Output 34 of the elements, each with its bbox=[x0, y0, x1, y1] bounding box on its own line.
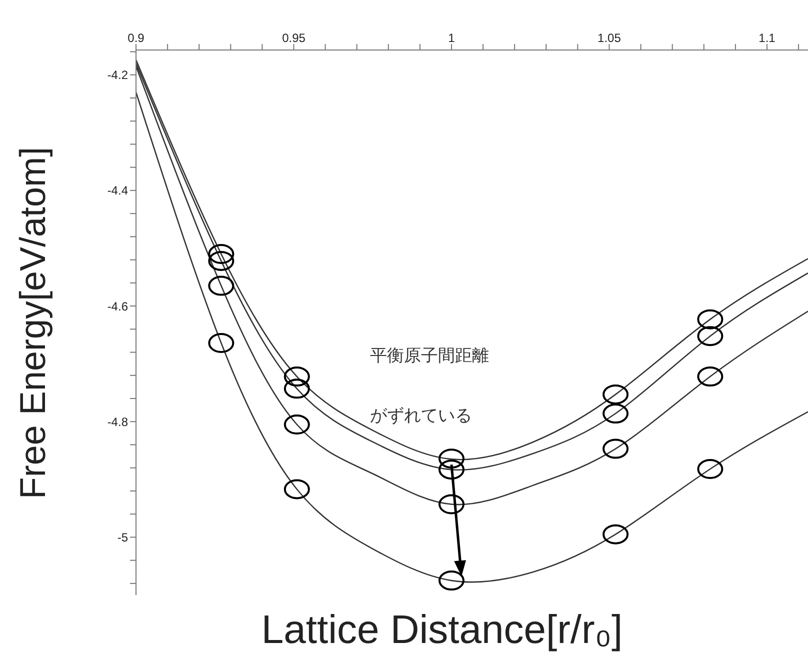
x-tick-label: 1 bbox=[448, 31, 456, 45]
y-tick-label: -4.2 bbox=[107, 68, 128, 82]
y-axis-title: Free Energy[eV/atom] bbox=[12, 146, 54, 499]
x-tick-label: 1.05 bbox=[598, 31, 622, 45]
point bbox=[438, 460, 464, 480]
point bbox=[697, 309, 724, 330]
point bbox=[697, 459, 724, 480]
x-tick-label: 0.9 bbox=[128, 31, 145, 45]
point bbox=[602, 384, 629, 404]
x-tick-label: 1.1 bbox=[758, 31, 776, 45]
point bbox=[438, 494, 464, 514]
point bbox=[208, 250, 234, 271]
point bbox=[208, 244, 234, 264]
x-axis-title: Lattice Distance[r/r₀] bbox=[260, 608, 624, 653]
point bbox=[284, 378, 310, 399]
x-tick-label: 0.95 bbox=[282, 31, 306, 45]
point bbox=[208, 333, 234, 354]
point bbox=[602, 524, 629, 544]
point bbox=[284, 366, 310, 387]
point bbox=[602, 404, 629, 424]
point bbox=[284, 414, 310, 435]
point bbox=[284, 479, 310, 500]
annotation: がずれている bbox=[370, 405, 472, 427]
y-tick-label: -4.8 bbox=[107, 414, 128, 429]
y-tick-label: -4.6 bbox=[107, 299, 128, 314]
y-tick-label: -5 bbox=[117, 530, 128, 544]
point bbox=[697, 366, 724, 387]
annotation: 平衡原子間距離 bbox=[370, 345, 489, 367]
y-tick-label: -4.4 bbox=[107, 184, 128, 198]
point bbox=[438, 570, 464, 591]
point bbox=[208, 276, 234, 296]
point bbox=[602, 438, 629, 459]
point bbox=[438, 448, 464, 469]
point bbox=[697, 326, 724, 346]
